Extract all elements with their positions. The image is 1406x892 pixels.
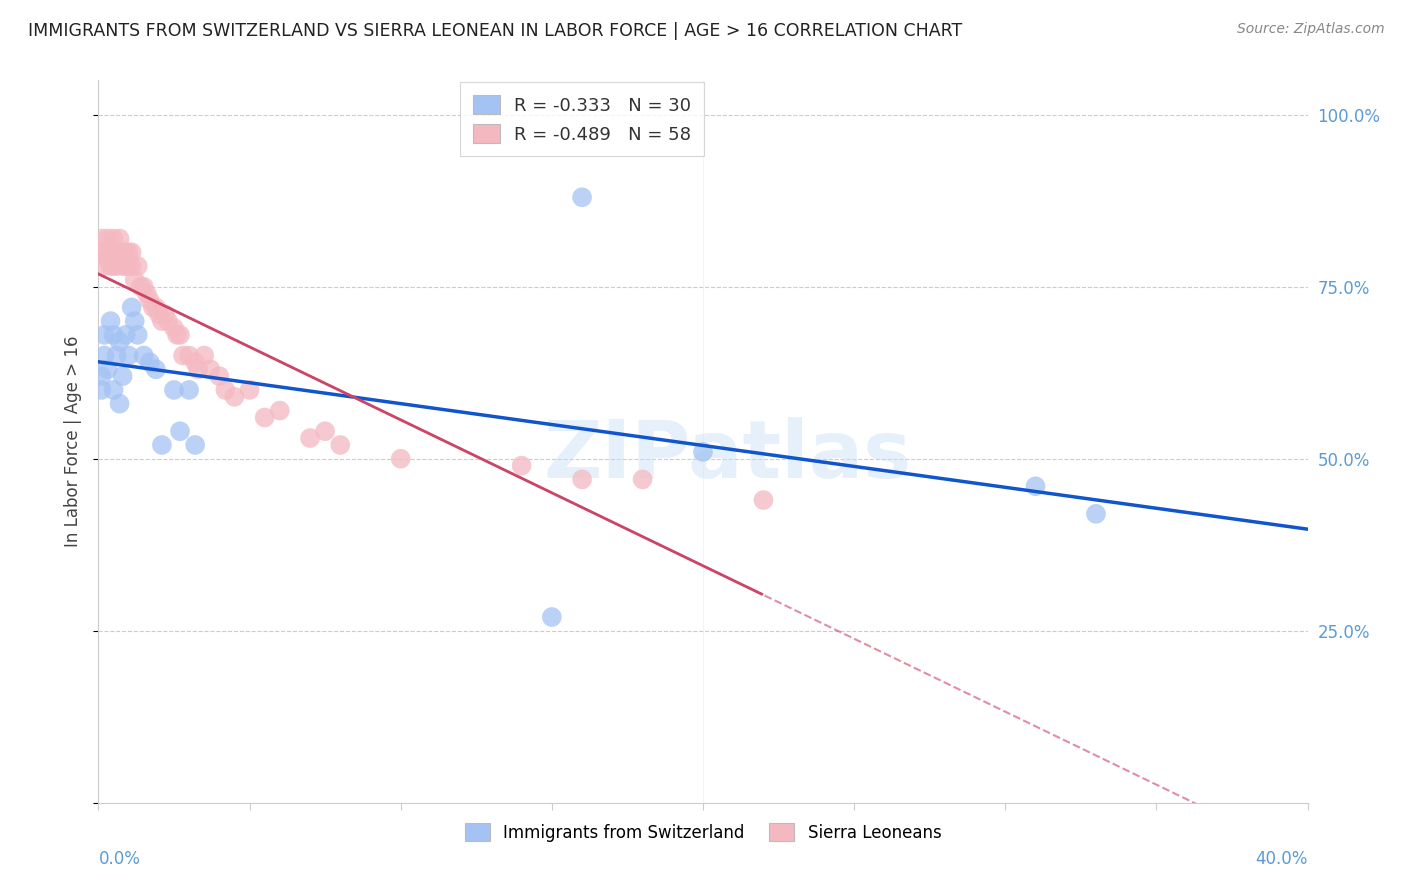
Text: Source: ZipAtlas.com: Source: ZipAtlas.com: [1237, 22, 1385, 37]
Point: [114, 259, 136, 273]
Point: [269, 403, 291, 417]
Point: [90, 383, 112, 397]
Point: [118, 245, 141, 260]
Point: [96, 231, 118, 245]
Point: [156, 314, 179, 328]
Point: [169, 424, 191, 438]
Point: [93, 349, 115, 363]
Point: [121, 259, 143, 273]
Point: [105, 349, 128, 363]
Point: [193, 349, 215, 363]
Point: [142, 301, 165, 315]
Point: [132, 349, 155, 363]
Point: [118, 349, 141, 363]
Point: [329, 438, 352, 452]
Point: [1024, 479, 1046, 493]
Point: [631, 472, 654, 486]
Point: [129, 279, 152, 293]
Point: [111, 259, 134, 273]
Point: [184, 438, 207, 452]
Point: [179, 349, 201, 363]
Point: [124, 314, 146, 328]
Point: [114, 245, 136, 260]
Point: [389, 451, 412, 466]
Point: [103, 245, 125, 260]
Text: 0.0%: 0.0%: [98, 850, 141, 868]
Point: [108, 231, 131, 245]
Point: [145, 362, 167, 376]
Text: IMMIGRANTS FROM SWITZERLAND VS SIERRA LEONEAN IN LABOR FORCE | AGE > 16 CORRELAT: IMMIGRANTS FROM SWITZERLAND VS SIERRA LE…: [28, 22, 962, 40]
Point: [100, 314, 122, 328]
Point: [214, 383, 236, 397]
Point: [103, 259, 125, 273]
Point: [96, 252, 118, 267]
Point: [93, 327, 115, 342]
Point: [90, 369, 112, 384]
Point: [184, 355, 207, 369]
Point: [179, 383, 201, 397]
Point: [163, 321, 186, 335]
Text: ZIPatlas: ZIPatlas: [543, 417, 911, 495]
Point: [135, 286, 157, 301]
Point: [100, 259, 122, 273]
Point: [150, 314, 173, 328]
Point: [90, 231, 112, 245]
Point: [111, 245, 134, 260]
Point: [169, 327, 191, 342]
Point: [121, 245, 143, 260]
Point: [111, 369, 134, 384]
Point: [187, 362, 209, 376]
Point: [127, 327, 149, 342]
Point: [239, 383, 262, 397]
Point: [150, 438, 173, 452]
Point: [90, 245, 112, 260]
Point: [103, 327, 125, 342]
Point: [571, 190, 593, 204]
Point: [93, 245, 115, 260]
Point: [103, 383, 125, 397]
Point: [163, 383, 186, 397]
Point: [100, 245, 122, 260]
Point: [103, 231, 125, 245]
Point: [132, 279, 155, 293]
Point: [752, 493, 775, 508]
Point: [208, 369, 231, 384]
Point: [145, 301, 167, 315]
Point: [108, 397, 131, 411]
Point: [166, 327, 188, 342]
Point: [1085, 507, 1108, 521]
Point: [571, 472, 593, 486]
Point: [148, 307, 170, 321]
Text: 40.0%: 40.0%: [1256, 850, 1308, 868]
Point: [108, 334, 131, 349]
Point: [253, 410, 276, 425]
Point: [127, 259, 149, 273]
Point: [172, 349, 194, 363]
Point: [121, 301, 143, 315]
Y-axis label: In Labor Force | Age > 16: In Labor Force | Age > 16: [65, 335, 83, 548]
Point: [96, 362, 118, 376]
Point: [153, 307, 176, 321]
Point: [108, 252, 131, 267]
Point: [139, 355, 162, 369]
Point: [124, 273, 146, 287]
Point: [118, 259, 141, 273]
Point: [139, 293, 162, 308]
Point: [105, 259, 128, 273]
Legend: Immigrants from Switzerland, Sierra Leoneans: Immigrants from Switzerland, Sierra Leon…: [458, 817, 948, 848]
Point: [692, 445, 714, 459]
Point: [200, 362, 222, 376]
Point: [540, 610, 562, 624]
Point: [114, 327, 136, 342]
Point: [299, 431, 322, 445]
Point: [93, 259, 115, 273]
Point: [224, 390, 246, 404]
Point: [314, 424, 336, 438]
Point: [105, 245, 128, 260]
Point: [510, 458, 533, 473]
